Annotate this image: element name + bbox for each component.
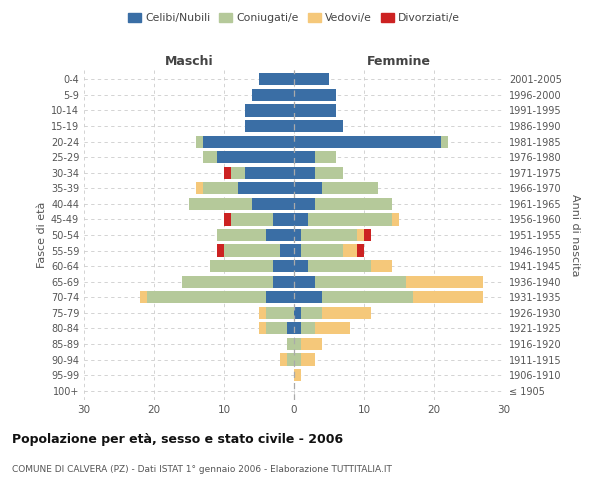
Bar — [217, 244, 224, 256]
Bar — [294, 322, 301, 334]
Bar — [301, 354, 315, 366]
Bar — [294, 369, 301, 381]
Bar — [245, 120, 294, 132]
Bar — [287, 322, 294, 334]
Bar — [189, 198, 252, 210]
Bar — [301, 229, 357, 241]
Y-axis label: Fasce di età: Fasce di età — [37, 202, 47, 268]
Text: Maschi: Maschi — [164, 56, 214, 68]
Y-axis label: Anni di nascita: Anni di nascita — [570, 194, 580, 276]
Bar — [294, 136, 441, 147]
Bar — [301, 322, 315, 334]
Text: COMUNE DI CALVERA (PZ) - Dati ISTAT 1° gennaio 2006 - Elaborazione TUTTITALIA.IT: COMUNE DI CALVERA (PZ) - Dati ISTAT 1° g… — [12, 466, 392, 474]
Bar — [245, 104, 294, 117]
Bar — [301, 307, 322, 319]
Bar — [294, 354, 301, 366]
Bar — [308, 214, 392, 226]
Bar — [252, 198, 294, 210]
Bar — [266, 291, 294, 304]
Bar — [266, 229, 294, 241]
Bar — [294, 182, 322, 194]
Text: Femmine: Femmine — [367, 56, 431, 68]
Bar — [294, 307, 301, 319]
Bar — [294, 89, 336, 101]
Bar — [441, 136, 448, 147]
Bar — [294, 260, 308, 272]
Legend: Celibi/Nubili, Coniugati/e, Vedovi/e, Divorziati/e: Celibi/Nubili, Coniugati/e, Vedovi/e, Di… — [128, 13, 460, 23]
Bar — [259, 322, 266, 334]
Bar — [301, 244, 343, 256]
Bar — [238, 182, 294, 194]
Bar — [287, 354, 294, 366]
Bar — [364, 229, 371, 241]
Bar — [203, 136, 294, 147]
Bar — [259, 74, 294, 86]
Bar — [294, 104, 336, 117]
Bar — [273, 214, 294, 226]
Bar — [294, 120, 343, 132]
Bar — [294, 338, 301, 350]
Bar — [280, 354, 287, 366]
Bar — [371, 260, 392, 272]
Bar — [294, 198, 315, 210]
Bar — [245, 166, 294, 179]
Bar — [315, 151, 336, 163]
Bar — [224, 244, 280, 256]
Bar — [280, 244, 294, 256]
Bar — [357, 229, 364, 241]
Bar — [294, 151, 315, 163]
Bar — [140, 291, 147, 304]
Bar — [315, 322, 350, 334]
Bar — [294, 291, 322, 304]
Bar — [217, 229, 266, 241]
Bar — [287, 338, 294, 350]
Bar — [217, 151, 294, 163]
Text: Popolazione per età, sesso e stato civile - 2006: Popolazione per età, sesso e stato civil… — [12, 432, 343, 446]
Bar — [406, 276, 483, 288]
Bar — [203, 182, 238, 194]
Bar — [224, 214, 231, 226]
Bar — [224, 166, 231, 179]
Bar — [322, 182, 378, 194]
Bar — [294, 244, 301, 256]
Bar — [294, 276, 315, 288]
Bar — [315, 166, 343, 179]
Bar — [322, 291, 413, 304]
Bar — [357, 244, 364, 256]
Bar — [266, 307, 294, 319]
Bar — [322, 307, 371, 319]
Bar — [413, 291, 483, 304]
Bar — [308, 260, 371, 272]
Bar — [315, 276, 406, 288]
Bar — [266, 322, 287, 334]
Bar — [294, 74, 329, 86]
Bar — [301, 338, 322, 350]
Bar — [259, 307, 266, 319]
Bar — [294, 229, 301, 241]
Bar — [196, 182, 203, 194]
Bar — [315, 198, 392, 210]
Bar — [210, 260, 273, 272]
Bar — [252, 89, 294, 101]
Bar — [147, 291, 266, 304]
Bar — [196, 136, 203, 147]
Bar — [231, 214, 273, 226]
Bar — [182, 276, 273, 288]
Bar — [273, 276, 294, 288]
Bar — [231, 166, 245, 179]
Bar — [392, 214, 399, 226]
Bar — [343, 244, 357, 256]
Bar — [273, 260, 294, 272]
Bar — [294, 166, 315, 179]
Bar — [203, 151, 217, 163]
Bar — [294, 214, 308, 226]
